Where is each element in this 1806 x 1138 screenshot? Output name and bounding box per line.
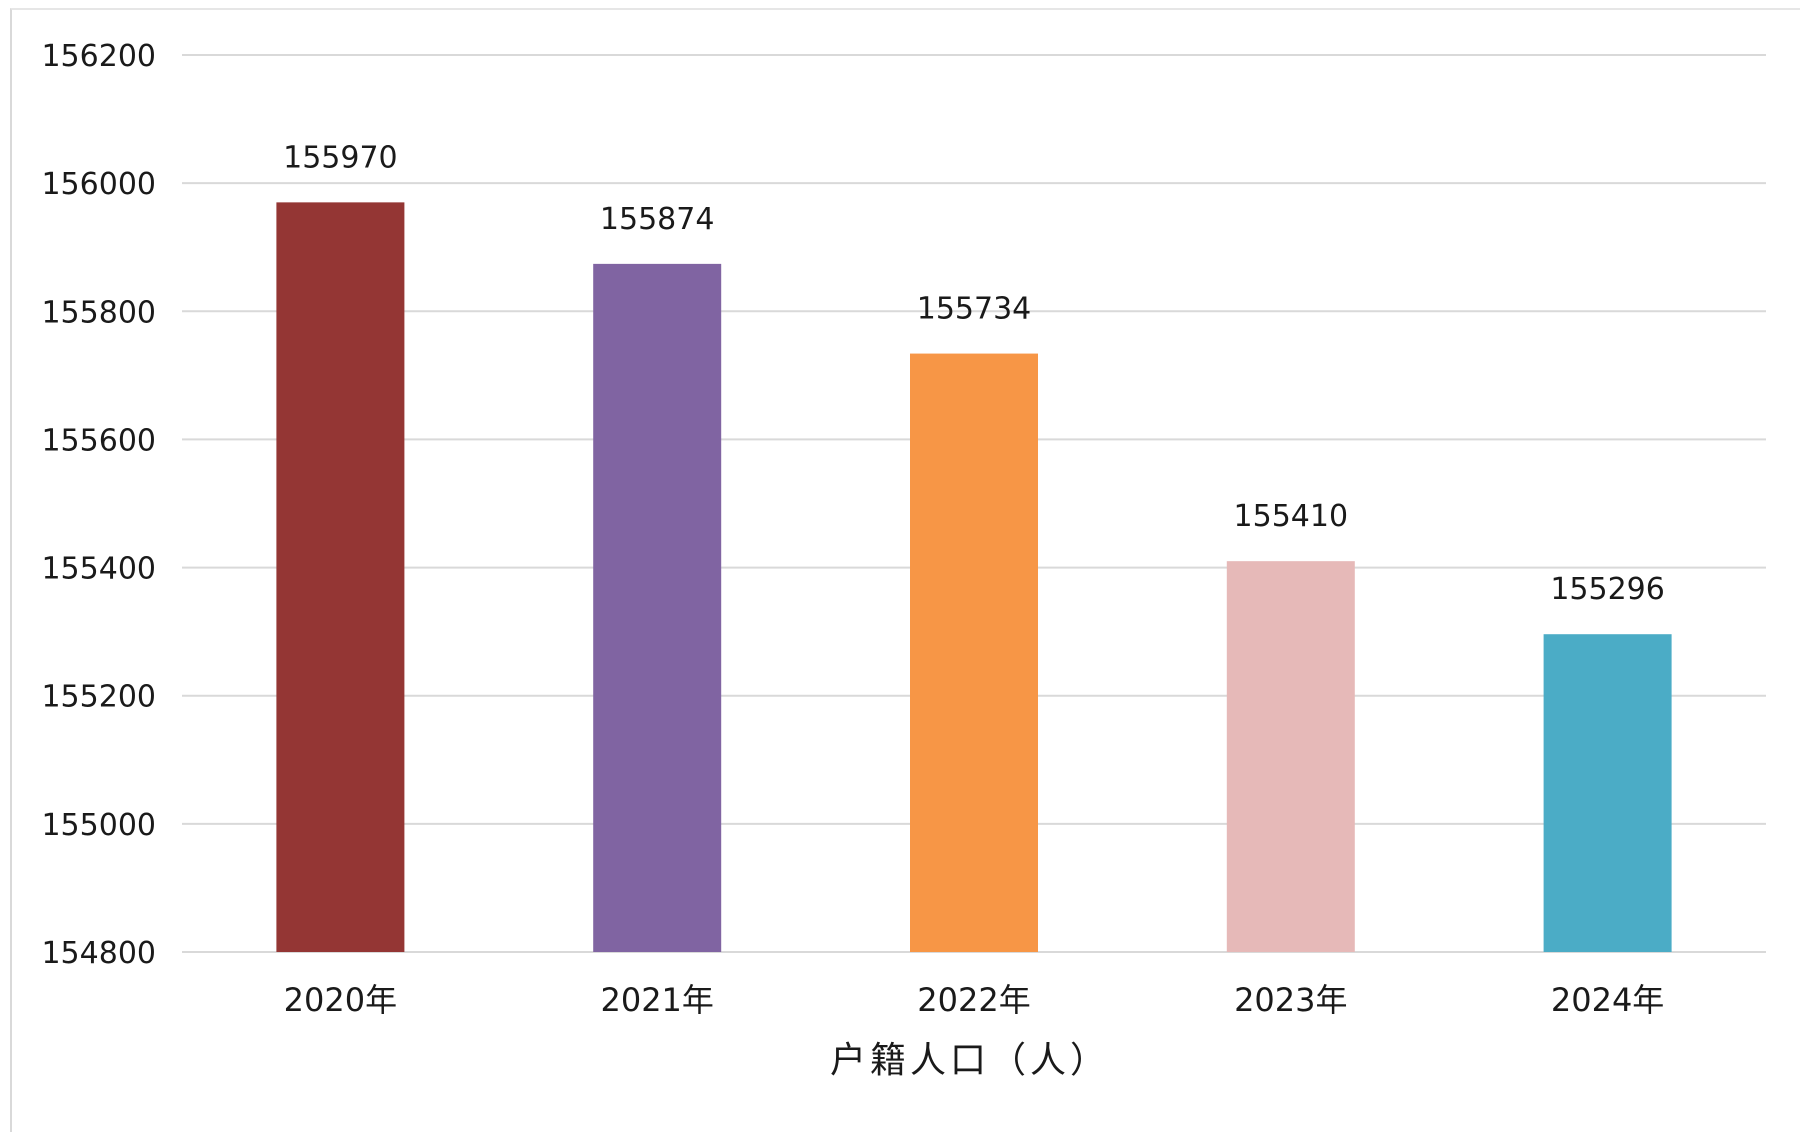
data-label: 155734 [917,292,1032,327]
y-tick-label: 155200 [41,680,156,715]
data-label: 155410 [1234,499,1349,534]
y-tick-label: 155400 [41,552,156,587]
bar-2 [593,263,722,952]
bar-4 [1226,561,1355,952]
data-label: 155970 [283,140,398,175]
y-tick-label: 155800 [41,295,156,330]
y-tick-label: 155600 [41,423,156,458]
data-label: 155874 [600,202,715,237]
bars [276,202,1672,953]
y-axis-ticks: 154800 155000 155200 155400 155600 155800 1560… [41,39,156,971]
x-axis-title: 户籍人口（人） [830,1040,1110,1081]
data-label: 155296 [1550,572,1665,607]
bar-3 [910,353,1038,952]
x-category-label: 2022年 [917,981,1030,1019]
x-category-label: 2021年 [600,981,713,1019]
data-labels: 155970 155874 155734 155410 155296 [283,140,1665,607]
y-tick-label: 154800 [41,936,156,971]
x-category-label: 2024年 [1551,981,1664,1019]
y-tick-label: 155000 [41,808,156,843]
bar-5 [1543,634,1672,952]
y-tick-label: 156000 [41,167,156,202]
x-axis-categories: 2020年 2021年 2022年 2023年 2024年 [284,981,1665,1019]
bar-1 [276,202,405,953]
y-tick-label: 156200 [41,39,156,74]
x-category-label: 2023年 [1234,981,1347,1019]
x-category-label: 2020年 [284,981,397,1019]
chart-frame [10,8,1800,1132]
